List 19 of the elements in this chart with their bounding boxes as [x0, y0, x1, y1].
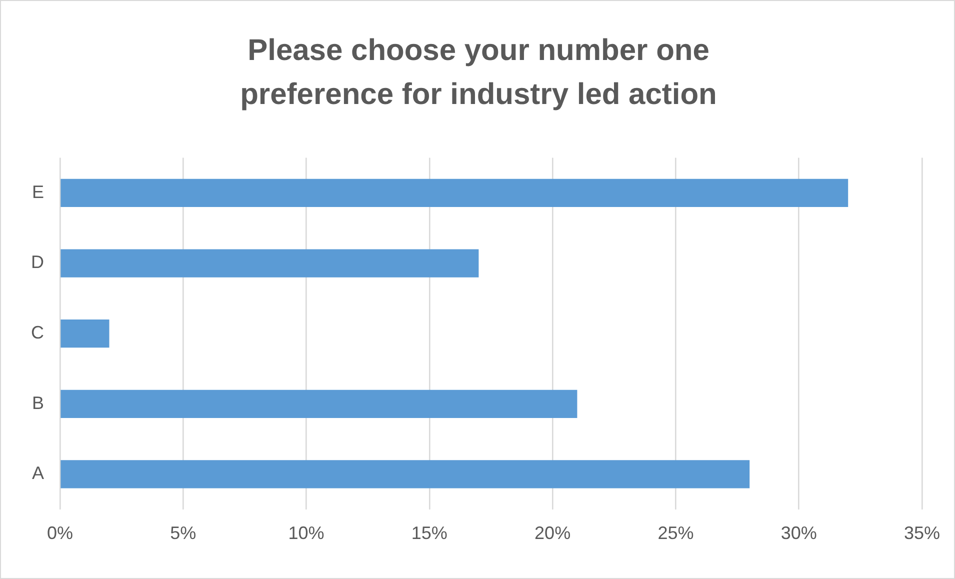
- y-tick-label: B: [32, 392, 44, 413]
- bar: [60, 390, 578, 418]
- bar: [60, 320, 110, 348]
- bar: [60, 178, 848, 208]
- x-tick-label: 25%: [658, 523, 694, 544]
- x-tick-label: 35%: [904, 523, 940, 544]
- x-tick-label: 20%: [534, 523, 571, 544]
- x-tick-label: 5%: [170, 523, 196, 544]
- x-tick-label: 30%: [780, 523, 817, 544]
- x-tick-label: 15%: [411, 523, 448, 544]
- x-tick-label: 10%: [288, 523, 324, 544]
- bar: [60, 249, 479, 278]
- y-tick-label: E: [32, 182, 44, 202]
- chart-title: Please choose your number one preference for industry led action: [239, 33, 718, 113]
- y-tick-label: D: [31, 252, 44, 272]
- y-tick-label: C: [31, 322, 44, 343]
- x-tick-label: 0%: [46, 523, 74, 544]
- y-tick-label: A: [32, 463, 44, 484]
- bar: [60, 460, 750, 488]
